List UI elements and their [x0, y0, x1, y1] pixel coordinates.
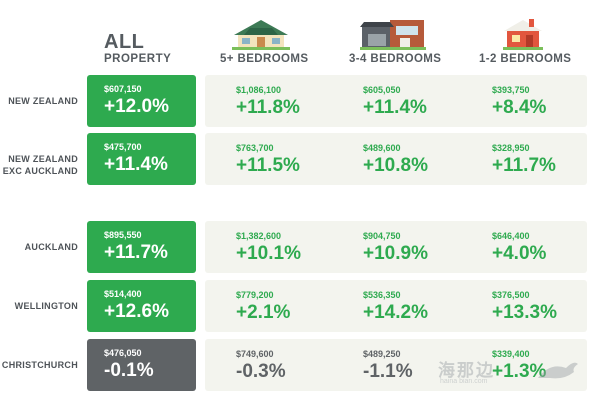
cell-chc-1to2: $339,400 +1.3% [492, 349, 547, 382]
cell-nzx-3to4: $489,600 +10.8% [363, 143, 428, 176]
cell-akl-1to2: $646,400 +4.0% [492, 231, 547, 264]
bedroom-panel-auckland [205, 221, 587, 273]
all-price: $514,400 [104, 289, 142, 299]
all-property-title: ALL [104, 31, 145, 53]
all-property-card-christchurch: $476,050 -0.1% [87, 339, 196, 391]
row-label-auckland: AUCKLAND [24, 242, 78, 252]
cell-nz-3to4: $605,050 +11.4% [363, 85, 427, 118]
all-change: +11.4% [104, 154, 168, 175]
all-property-card-new-zealand: $607,150 +12.0% [87, 75, 196, 127]
row-label-nz-exc-auckland: NEW ZEALAND EXC AUCKLAND [2, 154, 78, 176]
cell-wlg-3to4: $536,350 +14.2% [363, 290, 428, 323]
watermark: 海那边 haina bian.com [432, 354, 582, 390]
bedroom-panel-christchurch [205, 339, 587, 391]
watermark-text: 海那边 [438, 361, 495, 380]
all-price: $476,050 [104, 348, 142, 358]
all-price: $607,150 [104, 84, 142, 94]
cell-nz-5plus: $1,086,100 +11.8% [236, 85, 300, 118]
cell-wlg-1to2: $376,500 +13.3% [492, 290, 557, 323]
bird-logo-icon [538, 362, 578, 379]
all-price: $895,550 [104, 230, 142, 240]
cell-chc-5plus: $749,600 -0.3% [236, 349, 286, 382]
bedroom-panel-new-zealand [205, 75, 587, 127]
cell-wlg-5plus: $779,200 +2.1% [236, 290, 291, 323]
all-property-card-auckland: $895,550 +11.7% [87, 221, 196, 273]
cell-akl-5plus: $1,382,600 +10.1% [236, 231, 301, 264]
modern-house-icon [360, 20, 426, 50]
all-property-subtitle: PROPERTY [104, 53, 172, 65]
row-label-wellington: WELLINGTON [14, 301, 78, 311]
all-change: +12.6% [104, 301, 169, 322]
all-change: +12.0% [104, 96, 169, 117]
small-house-icon [503, 19, 543, 50]
column-header-3to4: 3-4 BEDROOMS [349, 53, 442, 65]
all-price: $475,700 [104, 142, 142, 152]
large-house-icon [232, 20, 290, 50]
all-change: -0.1% [104, 360, 154, 381]
cell-chc-3to4: $489,250 -1.1% [363, 349, 413, 382]
cell-nz-1to2: $393,750 +8.4% [492, 85, 547, 118]
cell-akl-3to4: $904,750 +10.9% [363, 231, 428, 264]
column-header-5plus: 5+ BEDROOMS [220, 53, 309, 65]
cell-nzx-1to2: $328,950 +11.7% [492, 143, 556, 176]
watermark-subtext: haina bian.com [440, 378, 488, 385]
all-change: +11.7% [104, 242, 168, 263]
row-label-new-zealand: NEW ZEALAND [8, 96, 78, 106]
bedroom-panel-wellington [205, 280, 587, 332]
cell-nzx-5plus: $763,700 +11.5% [236, 143, 300, 176]
column-header-1to2: 1-2 BEDROOMS [479, 53, 572, 65]
all-property-card-wellington: $514,400 +12.6% [87, 280, 196, 332]
all-property-card-nz-exc-auckland: $475,700 +11.4% [87, 133, 196, 185]
bedroom-panel-nz-exc-auckland [205, 133, 587, 185]
row-label-christchurch: CHRISTCHURCH [1, 360, 78, 370]
